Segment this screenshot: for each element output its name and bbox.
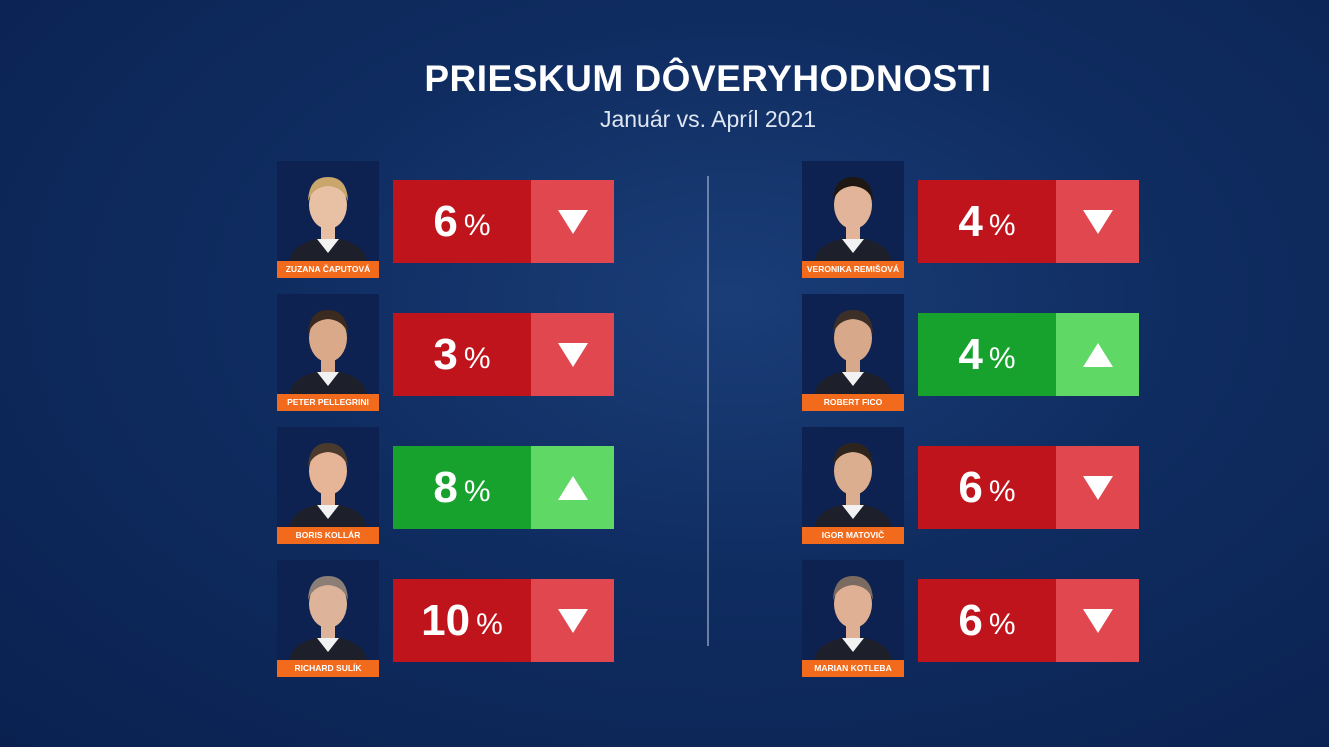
candidate-photo xyxy=(277,427,379,529)
candidate-photo xyxy=(802,294,904,396)
value-box: 8% xyxy=(393,446,531,529)
candidate-photo xyxy=(802,560,904,662)
portrait-illustration xyxy=(277,560,379,662)
arrow-shape xyxy=(1082,342,1113,367)
trend-indicator xyxy=(1056,446,1139,529)
arrow-shape xyxy=(557,608,588,633)
column-divider xyxy=(707,176,709,646)
value-number: 8 xyxy=(433,462,458,512)
value-number: 6 xyxy=(958,462,983,512)
candidate-entry: BORIS KOLLÁR 8% xyxy=(277,427,617,547)
arrow-shape xyxy=(557,475,588,500)
value-number: 6 xyxy=(433,196,458,246)
percent-sign: % xyxy=(988,607,1016,641)
value-number: 4 xyxy=(958,329,983,379)
candidate-name: MARIAN KOTLEBA xyxy=(802,660,904,677)
value-number: 10 xyxy=(421,595,471,645)
arrow-shape xyxy=(557,209,588,234)
candidate-photo xyxy=(802,427,904,529)
candidate-entry: IGOR MATOVIČ 6% xyxy=(802,427,1142,547)
portrait-illustration xyxy=(277,427,379,529)
candidate-entry: ROBERT FICO 4% xyxy=(802,294,1142,414)
candidate-entry: RICHARD SULÍK 10% xyxy=(277,560,617,680)
arrow-down-icon xyxy=(1082,608,1113,633)
arrow-down-icon xyxy=(557,209,588,234)
candidate-name: ROBERT FICO xyxy=(802,394,904,411)
arrow-shape xyxy=(557,342,588,367)
percent-sign: % xyxy=(463,341,491,375)
arrow-up-icon xyxy=(557,475,588,500)
chart-title: PRIESKUM DÔVERYHODNOSTI xyxy=(424,58,992,99)
trend-indicator xyxy=(531,313,614,396)
candidate-photo xyxy=(277,560,379,662)
candidate-entry: ZUZANA ČAPUTOVÁ 6% xyxy=(277,161,617,281)
trend-indicator xyxy=(1056,579,1139,662)
candidate-name: BORIS KOLLÁR xyxy=(277,527,379,544)
candidate-photo xyxy=(802,161,904,263)
percent-sign: % xyxy=(463,474,491,508)
portrait-illustration xyxy=(802,161,904,263)
candidate-name: IGOR MATOVIČ xyxy=(802,527,904,544)
arrow-down-icon xyxy=(1082,209,1113,234)
portrait-illustration xyxy=(802,294,904,396)
value-box: 3% xyxy=(393,313,531,396)
percent-sign: % xyxy=(463,208,491,242)
candidate-name: PETER PELLEGRINI xyxy=(277,394,379,411)
candidate-photo xyxy=(277,161,379,263)
trend-indicator xyxy=(1056,313,1139,396)
value-box: 10% xyxy=(393,579,531,662)
arrow-shape xyxy=(1082,209,1113,234)
portrait-illustration xyxy=(277,294,379,396)
value-box: 4% xyxy=(918,180,1056,263)
candidate-entry: VERONIKA REMIŠOVÁ 4% xyxy=(802,161,1142,281)
candidate-name: RICHARD SULÍK xyxy=(277,660,379,677)
percent-sign: % xyxy=(476,607,503,641)
percent-sign: % xyxy=(988,341,1016,375)
candidate-photo xyxy=(277,294,379,396)
candidate-entry: MARIAN KOTLEBA 6% xyxy=(802,560,1142,680)
arrow-down-icon xyxy=(557,342,588,367)
candidate-entry: PETER PELLEGRINI 3% xyxy=(277,294,617,414)
portrait-illustration xyxy=(802,427,904,529)
trend-indicator xyxy=(531,579,614,662)
trend-indicator xyxy=(531,180,614,263)
percent-sign: % xyxy=(988,208,1016,242)
portrait-illustration xyxy=(802,560,904,662)
candidate-name: ZUZANA ČAPUTOVÁ xyxy=(277,261,379,278)
trend-indicator xyxy=(1056,180,1139,263)
value-number: 3 xyxy=(433,329,458,379)
percent-sign: % xyxy=(988,474,1016,508)
candidate-name: VERONIKA REMIŠOVÁ xyxy=(802,261,904,278)
trend-indicator xyxy=(531,446,614,529)
value-box: 6% xyxy=(918,446,1056,529)
arrow-down-icon xyxy=(1082,475,1113,500)
arrow-shape xyxy=(1082,475,1113,500)
value-number: 4 xyxy=(958,196,983,246)
value-box: 6% xyxy=(393,180,531,263)
value-box: 4% xyxy=(918,313,1056,396)
chart-subtitle: Január vs. Apríl 2021 xyxy=(599,106,817,132)
portrait-illustration xyxy=(277,161,379,263)
arrow-up-icon xyxy=(1082,342,1113,367)
value-box: 6% xyxy=(918,579,1056,662)
arrow-down-icon xyxy=(557,608,588,633)
value-number: 6 xyxy=(958,595,983,645)
arrow-shape xyxy=(1082,608,1113,633)
